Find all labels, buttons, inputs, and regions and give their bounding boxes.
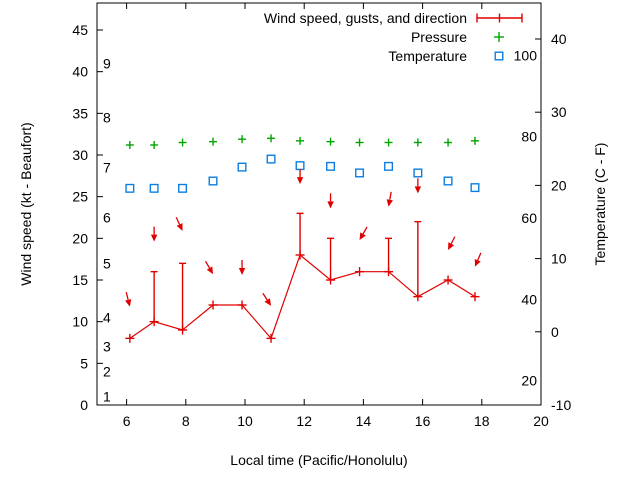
beaufort-scale-labels: 1 2 3 4 5 6 7 8 9 [103,55,111,404]
beaufort-label: 5 [103,255,111,271]
temperature-point [266,154,276,164]
temperature-point [125,183,135,193]
y-left-tick-label: 35 [72,105,88,121]
beaufort-label: 6 [103,210,111,226]
legend-marker-samples [476,13,523,61]
wind-direction-arrow-head [386,199,393,207]
temperature-point [384,161,394,171]
wind-direction-arrow-head [448,242,455,250]
wind-direction-arrow-shaft [450,236,456,245]
y-left-tick-label: 25 [72,189,88,205]
fahrenheit-label: 100 [514,47,538,63]
y-left-tick-label: 0 [80,397,88,413]
wind-direction-arrow-head [206,266,214,275]
temperature-point [295,161,305,171]
wind-direction-arrow-head [359,232,366,240]
beaufort-label: 4 [103,310,111,326]
x-tick-label: 8 [182,413,190,429]
beaufort-label: 1 [103,389,111,405]
y-right-tick-label: 30 [551,104,567,120]
temperature-point [413,168,423,178]
beaufort-label: 8 [103,110,111,126]
y-left-axis-title: Wind speed (kt - Beaufort) [18,122,34,285]
wind-direction-arrow-head [150,234,158,242]
y-left-tick-label: 40 [72,64,88,80]
temperature-series [125,154,480,193]
wind-direction-arrow-head [238,268,246,275]
y-left-axis-ticks: 0 5 10 15 20 25 30 35 40 45 [72,22,103,413]
y-right-axis-title: Temperature (C - F) [592,143,608,266]
x-tick-label: 6 [123,413,131,429]
temperature-point [149,183,159,193]
legend-label-pressure: Pressure [411,29,467,45]
wind-direction-arrow-shaft [175,216,181,225]
x-tick-label: 20 [533,413,549,429]
fahrenheit-label: 20 [521,373,537,389]
temperature-point [178,183,188,193]
wind-direction-arrow-head [264,298,272,306]
y-right-tick-label: 20 [551,177,567,193]
wind-direction-arrow-shaft [362,226,368,235]
wind-direction-arrow-shaft [389,191,392,200]
beaufort-label: 2 [103,364,111,380]
y-left-tick-label: 30 [72,147,88,163]
y-right-tick-label: 40 [551,31,567,47]
wind-direction-arrow-head [125,299,132,307]
fahrenheit-label: 80 [521,129,537,145]
y-right-tick-label: 0 [551,324,559,340]
x-tick-label: 18 [474,413,490,429]
temperature-point [443,176,453,186]
wind-direction-arrow-head [474,258,481,267]
x-tick-label: 16 [415,413,431,429]
legend-label-wind: Wind speed, gusts, and direction [264,10,467,26]
wind-direction-arrow-shaft [125,291,129,301]
x-tick-label: 12 [296,413,312,429]
y-left-tick-label: 5 [80,355,88,371]
y-right-tick-label: -10 [551,397,571,413]
plot-border [96,2,542,406]
x-tick-label: 10 [237,413,253,429]
y-left-tick-label: 45 [72,22,88,38]
temperature-point [355,168,365,178]
wind-direction-arrow-head [296,177,304,185]
temperature-point [208,176,218,186]
y-left-tick-label: 10 [72,314,88,330]
fahrenheit-label: 40 [521,291,537,307]
legend-temperature-sample [494,51,504,61]
wind-series [125,169,482,343]
y-left-tick-label: 20 [72,230,88,246]
fahrenheit-label: 60 [521,210,537,226]
legend: Wind speed, gusts, and direction Pressur… [264,10,523,64]
y-right-tick-label: 10 [551,251,567,267]
x-axis-ticks: 6 8 10 12 14 16 18 20 [123,3,549,429]
legend-label-temperature: Temperature [388,48,467,64]
temperature-point [326,161,336,171]
wind-speed-line [129,253,476,340]
wind-direction-arrow-head [414,186,422,194]
beaufort-label: 3 [103,339,111,355]
wind-direction-arrow-shaft [262,292,268,301]
wind-direction-arrow-head [176,223,183,231]
x-axis-title: Local time (Pacific/Honolulu) [230,452,407,468]
temperature-point [470,183,480,193]
beaufort-label: 7 [103,160,111,176]
wind-direction-arrow-shaft [204,260,211,269]
temperature-point [237,162,247,172]
beaufort-label: 9 [103,55,111,71]
y-left-tick-label: 15 [72,272,88,288]
fahrenheit-scale-labels: 20 40 60 80 100 [514,47,538,388]
wind-direction-arrow-head [327,201,334,209]
x-tick-label: 14 [356,413,372,429]
y-right-axis-ticks: -10 0 10 20 30 40 [535,31,571,413]
pressure-series [125,134,479,149]
wind-direction-arrow-shaft [477,252,482,261]
